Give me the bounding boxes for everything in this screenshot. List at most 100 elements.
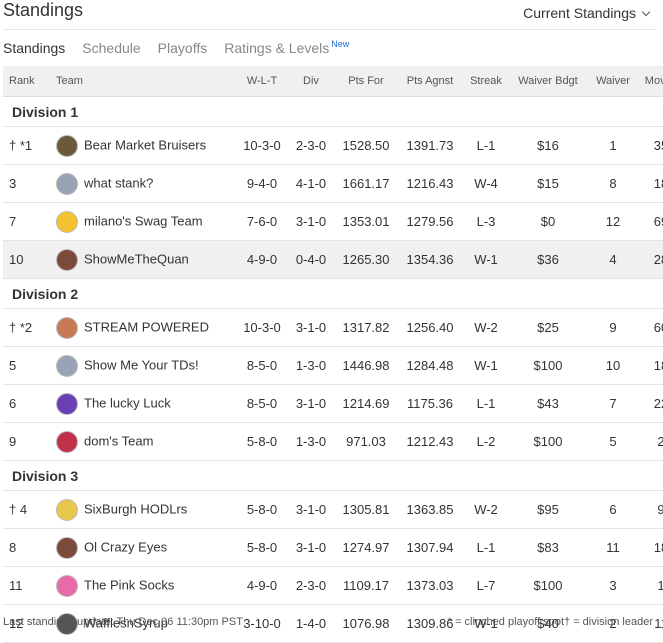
division-record: 2-3-0 bbox=[287, 566, 335, 605]
streak: W-2 bbox=[463, 308, 509, 347]
points-for: 971.03 bbox=[335, 422, 397, 461]
points-for: 1661.17 bbox=[335, 164, 397, 203]
moves: 28 bbox=[639, 240, 663, 279]
record: 5-8-0 bbox=[237, 422, 287, 461]
division-record: 1-3-0 bbox=[287, 346, 335, 385]
team-name[interactable]: what stank? bbox=[84, 174, 154, 190]
team-cell: Ol Crazy Eyes bbox=[50, 528, 237, 567]
waiver-budget: $95 bbox=[509, 490, 587, 529]
team-name[interactable]: milano's Swag Team bbox=[84, 212, 203, 228]
new-badge: New bbox=[331, 39, 350, 49]
division-record: 1-3-0 bbox=[287, 422, 335, 461]
rank: 10 bbox=[3, 240, 50, 279]
rank: 11 bbox=[3, 566, 50, 605]
waiver: 6 bbox=[587, 490, 639, 529]
rank: 9 bbox=[3, 422, 50, 461]
moves: 22 bbox=[639, 384, 663, 423]
column-header: Streak bbox=[463, 66, 509, 97]
team-row: 3 what stank? 9-4-0 4-1-0 1661.17 1216.43 W-4 $… bbox=[3, 164, 663, 203]
waiver: 7 bbox=[587, 384, 639, 423]
team-cell: Show Me Your TDs! bbox=[50, 346, 237, 385]
team-avatar bbox=[56, 354, 78, 377]
team-cell: milano's Swag Team bbox=[50, 202, 237, 241]
team-avatar bbox=[56, 172, 78, 195]
column-header: Pts Agnst bbox=[397, 66, 463, 97]
division-row: Division 3 bbox=[3, 460, 663, 491]
record: 8-5-0 bbox=[237, 346, 287, 385]
moves: 9 bbox=[639, 490, 663, 529]
team-name[interactable]: dom's Team bbox=[84, 432, 154, 448]
column-header: Rank bbox=[3, 66, 50, 97]
tab[interactable]: Playoffs bbox=[157, 39, 208, 56]
team-name[interactable]: Show Me Your TDs! bbox=[84, 356, 199, 372]
team-row: 9 dom's Team 5-8-0 1-3-0 971.03 1212.43 L-2 $10… bbox=[3, 422, 663, 461]
tab[interactable]: Standings bbox=[3, 39, 66, 56]
moves: 35 bbox=[639, 126, 663, 165]
division-record: 2-3-0 bbox=[287, 126, 335, 165]
rank: 5 bbox=[3, 346, 50, 385]
points-for: 1274.97 bbox=[335, 528, 397, 567]
division-record: 3-1-0 bbox=[287, 384, 335, 423]
standings-dropdown[interactable]: Current Standings bbox=[523, 5, 649, 21]
waiver-budget: $16 bbox=[509, 126, 587, 165]
waiver-budget: $43 bbox=[509, 384, 587, 423]
team-name[interactable]: WafflesnSyrup bbox=[84, 614, 168, 630]
waiver: 9 bbox=[587, 308, 639, 347]
team-row: † *2 STREAM POWERED 10-3-0 3-1-0 1317.82 1256… bbox=[3, 308, 663, 347]
column-header: Pts For bbox=[335, 66, 397, 97]
points-against: 1212.43 bbox=[397, 422, 463, 461]
points-against: 1391.73 bbox=[397, 126, 463, 165]
streak: W-1 bbox=[463, 240, 509, 279]
header-row: Rank Team W-L-T Div Pts For Pts Agnst Streak Wa… bbox=[3, 66, 663, 97]
division-record: 4-1-0 bbox=[287, 164, 335, 203]
rank: † *1 bbox=[3, 126, 50, 165]
team-name[interactable]: SixBurgh HODLrs bbox=[84, 500, 188, 516]
team-avatar bbox=[56, 612, 78, 635]
points-for: 1528.50 bbox=[335, 126, 397, 165]
record: 7-6-0 bbox=[237, 202, 287, 241]
points-for: 1214.69 bbox=[335, 384, 397, 423]
division-name: Division 2 bbox=[3, 278, 663, 309]
team-name[interactable]: ShowMeTheQuan bbox=[84, 250, 189, 266]
last-update: Last standings update: Thu Dec 06 11:30p… bbox=[3, 616, 243, 628]
record: 8-5-0 bbox=[237, 384, 287, 423]
waiver: 8 bbox=[587, 164, 639, 203]
rank: 7 bbox=[3, 202, 50, 241]
streak: L-7 bbox=[463, 566, 509, 605]
tab[interactable]: Schedule bbox=[82, 39, 141, 56]
team-name[interactable]: The Pink Socks bbox=[84, 576, 175, 592]
waiver-budget: $25 bbox=[509, 308, 587, 347]
team-row: 7 milano's Swag Team 7-6-0 3-1-0 1353.01 1279… bbox=[3, 202, 663, 241]
team-cell: STREAM POWERED bbox=[50, 308, 237, 347]
waiver-budget: $100 bbox=[509, 422, 587, 461]
record: 3-10-0 bbox=[237, 604, 287, 643]
moves: 18 bbox=[639, 528, 663, 567]
moves: 69 bbox=[639, 202, 663, 241]
team-avatar bbox=[56, 392, 78, 415]
waiver-budget: $0 bbox=[509, 202, 587, 241]
standings-table: Rank Team W-L-T Div Pts For Pts Agnst Streak Wa… bbox=[3, 66, 663, 643]
team-avatar bbox=[56, 210, 78, 233]
team-name[interactable]: The lucky Luck bbox=[84, 394, 171, 410]
streak: W-4 bbox=[463, 164, 509, 203]
division-record: 0-4-0 bbox=[287, 240, 335, 279]
team-name[interactable]: STREAM POWERED bbox=[84, 318, 209, 334]
team-row: 11 The Pink Socks 4-9-0 2-3-0 1109.17 1373.03… bbox=[3, 566, 663, 605]
division-row: Division 1 bbox=[3, 96, 663, 127]
waiver: 11 bbox=[587, 528, 639, 567]
division-row: Division 2 bbox=[3, 278, 663, 309]
division-name: Division 3 bbox=[3, 460, 663, 491]
record: 4-9-0 bbox=[237, 240, 287, 279]
rank: 6 bbox=[3, 384, 50, 423]
team-row: † 4 SixBurgh HODLrs 5-8-0 3-1-0 1305.81 1363.… bbox=[3, 490, 663, 529]
points-against: 1307.94 bbox=[397, 528, 463, 567]
streak: W-2 bbox=[463, 490, 509, 529]
waiver-budget: $100 bbox=[509, 566, 587, 605]
team-cell: Bear Market Bruisers bbox=[50, 126, 237, 165]
points-against: 1279.56 bbox=[397, 202, 463, 241]
team-name[interactable]: Ol Crazy Eyes bbox=[84, 538, 168, 554]
tab[interactable]: Ratings & Levels bbox=[224, 39, 330, 56]
team-name[interactable]: Bear Market Bruisers bbox=[84, 136, 207, 152]
tab-bar: Standings Schedule Playoffs Ratings & Level… bbox=[3, 39, 349, 56]
points-for: 1317.82 bbox=[335, 308, 397, 347]
